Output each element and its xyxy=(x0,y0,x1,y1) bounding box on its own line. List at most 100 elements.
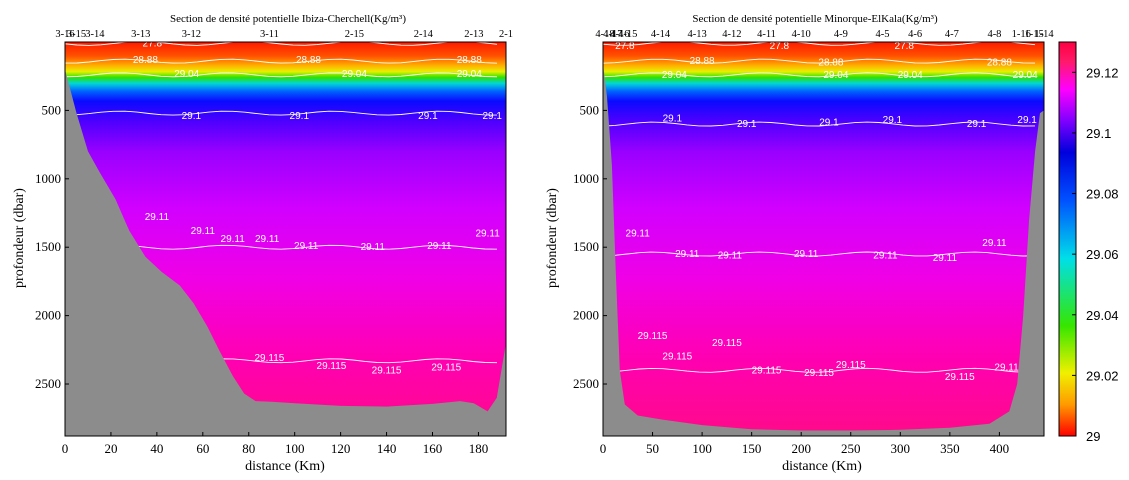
x-tick-label: 140 xyxy=(377,441,397,456)
y-axis-label: profondeur (dbar) xyxy=(545,188,560,288)
plot-frame xyxy=(64,41,507,437)
y-tick-label: 2500 xyxy=(573,376,599,391)
x-tick-label: 250 xyxy=(841,441,861,456)
isopycnal-line xyxy=(602,72,1035,78)
contour-label: 27.8 xyxy=(615,41,635,52)
station-label: 4-15 xyxy=(618,29,637,40)
station-label: 2-13 xyxy=(464,29,483,40)
x-tick-label: 80 xyxy=(242,441,255,456)
x-tick-label: 350 xyxy=(940,441,960,456)
isopycnal-line xyxy=(64,58,498,64)
contour-label: 28.88 xyxy=(818,58,843,69)
contour-label: 29.11 xyxy=(221,234,246,245)
station-label: 4-7 xyxy=(945,29,959,40)
contour-label: 28.88 xyxy=(690,56,715,67)
contour-label: 29.11 xyxy=(255,234,280,245)
contour-label: 29.11 xyxy=(794,249,819,260)
x-tick-label: 150 xyxy=(742,441,762,456)
station-label: 1-14 xyxy=(1034,29,1054,40)
contour-label: 29.115 xyxy=(804,368,834,379)
x-tick-label: 100 xyxy=(692,441,712,456)
chart-minorque-elkala: Section de densité potentielle Minorque-… xyxy=(545,13,1054,474)
contour-label: 29.115 xyxy=(662,352,692,363)
station-label: 1-15 xyxy=(1024,29,1043,40)
contour-label: 27.8 xyxy=(895,41,915,52)
contour-label: 29.04 xyxy=(662,70,687,81)
contour-label: 29.11 xyxy=(933,253,958,264)
contour-label: 29.1 xyxy=(1017,115,1037,126)
contour-label: 28.88 xyxy=(296,55,321,66)
contour-label: 29.1 xyxy=(290,111,310,122)
contour-label: 28.88 xyxy=(987,58,1012,69)
contour-label: 29.115 xyxy=(255,353,285,364)
y-tick-label: 500 xyxy=(42,102,62,117)
contour-label: 29.11 xyxy=(982,238,1007,249)
y-tick-label: 2500 xyxy=(35,376,61,391)
isopycnal-line xyxy=(64,110,498,116)
contour-label: 29.115 xyxy=(431,363,461,374)
colorbar-tick-label: 29.02 xyxy=(1086,368,1119,383)
contour-label: 28.88 xyxy=(133,55,158,66)
contour-label: 29.115 xyxy=(836,360,866,371)
contour-label: 29.1 xyxy=(819,118,839,129)
contour-label: 29.11 xyxy=(361,242,386,253)
contour-label: 29.1 xyxy=(182,111,202,122)
contour-label: 29.11 xyxy=(675,249,700,260)
station-label: 4-10 xyxy=(792,29,811,40)
colorbar-tick-label: 29.06 xyxy=(1086,247,1119,262)
x-tick-label: 300 xyxy=(891,441,911,456)
y-axis-ticks: 500 1000 1500 2000 2500 xyxy=(573,102,607,391)
y-tick-label: 1500 xyxy=(573,239,599,254)
x-axis-label: distance (Km) xyxy=(782,459,862,474)
colorbar-tick-label: 29.04 xyxy=(1086,308,1119,323)
contour-label: 29.115 xyxy=(638,331,668,342)
y-tick-label: 2000 xyxy=(35,308,61,323)
station-label: 4-6 xyxy=(908,29,922,40)
x-axis-ticks: 0 20 40 60 80 100 120 140 160 180 xyxy=(62,432,488,456)
y-tick-label: 1500 xyxy=(35,239,61,254)
x-tick-label: 200 xyxy=(791,441,811,456)
contour-label: 29.04 xyxy=(342,69,367,80)
contour-label: 29.11 xyxy=(145,212,170,223)
y-tick-label: 500 xyxy=(580,102,600,117)
station-label: 3-16 xyxy=(55,29,74,40)
x-tick-label: 0 xyxy=(62,441,69,456)
station-label: 4-17 xyxy=(603,29,622,40)
station-label: 4-13 xyxy=(688,29,707,40)
contour-labels: 27.8 28.88 28.88 28.88 29.04 29.04 29.04 29.1 29… xyxy=(133,38,503,376)
x-tick-label: 400 xyxy=(990,441,1010,456)
colorbar: 29 29.02 29.04 29.06 29.08 29.1 29.12 xyxy=(1058,41,1119,444)
plot-frame xyxy=(602,41,1045,437)
colorbar-gradient xyxy=(1058,41,1077,437)
contour-label: 29.04 xyxy=(898,70,923,81)
station-label: 4-14 xyxy=(651,29,671,40)
x-axis-label: distance (Km) xyxy=(245,459,325,474)
isopycnal-line xyxy=(602,58,1036,64)
x-tick-label: 100 xyxy=(285,441,305,456)
colorbar-tick-label: 29 xyxy=(1086,429,1100,444)
isopycnal-line xyxy=(64,72,498,78)
station-label: 2-1 xyxy=(499,29,513,40)
x-tick-label: 180 xyxy=(469,441,489,456)
colorbar-tick-label: 29.1 xyxy=(1086,126,1111,141)
station-label: 4-16 xyxy=(610,29,629,40)
station-label: 4-12 xyxy=(722,29,741,40)
station-label: 1-16 xyxy=(1012,29,1031,40)
contour-label: 29.1 xyxy=(883,115,903,126)
x-tick-label: 40 xyxy=(150,441,163,456)
contour-label: 29.04 xyxy=(1013,70,1038,81)
y-tick-label: 2000 xyxy=(573,308,599,323)
isopycnal-lines xyxy=(602,40,1036,373)
colorbar-ticks: 29 29.02 29.04 29.06 29.08 29.1 29.12 xyxy=(1072,65,1119,444)
y-axis-label: profondeur (dbar) xyxy=(12,188,27,288)
contour-label: 29.11 xyxy=(626,229,651,240)
colorbar-tick-label: 29.12 xyxy=(1086,65,1119,80)
y-tick-label: 1000 xyxy=(35,171,61,186)
station-label: 3-15 xyxy=(67,29,86,40)
chart-ibiza-cherchell: Section de densité potentielle Ibiza-Che… xyxy=(12,13,513,474)
contour-label: 29.115 xyxy=(317,361,347,372)
contour-label: 29.1 xyxy=(663,114,683,125)
